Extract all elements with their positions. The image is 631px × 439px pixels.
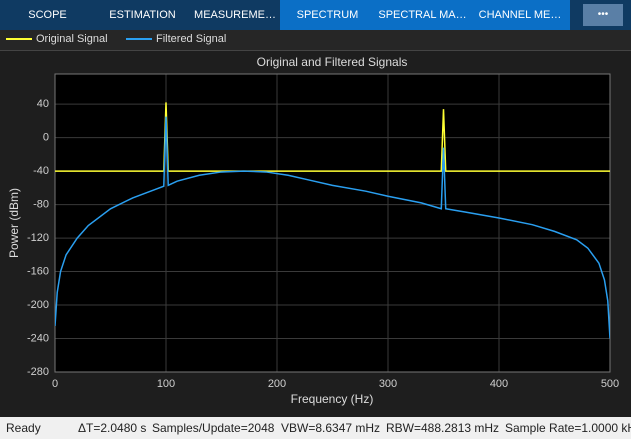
y-tick-label: 0 xyxy=(43,132,49,144)
x-tick-label: 100 xyxy=(157,378,175,390)
x-tick-label: 300 xyxy=(379,378,397,390)
status-item: Sample Rate=1.0000 kHz xyxy=(505,421,631,435)
legend-label: Filtered Signal xyxy=(156,33,227,45)
y-axis-label: Power (dBm) xyxy=(7,188,21,258)
legend-swatch xyxy=(6,38,32,40)
status-bar: Ready ΔT=2.0480 s Samples/Update=2048 VB… xyxy=(0,417,631,439)
status-item: ΔT=2.0480 s xyxy=(78,421,147,435)
chart-title: Original and Filtered Signals xyxy=(257,55,408,69)
x-tick-label: 200 xyxy=(268,378,286,390)
tab[interactable]: MEASUREME… xyxy=(194,9,276,21)
plot-border xyxy=(54,73,611,373)
tab[interactable]: SPECTRUM xyxy=(280,0,375,30)
legend-swatch xyxy=(126,38,152,40)
tab[interactable]: ESTIMATION xyxy=(109,9,176,21)
legend-item[interactable]: Filtered Signal xyxy=(126,33,226,45)
y-tick-label: -240 xyxy=(27,332,49,344)
series-line xyxy=(55,116,610,339)
x-tick-label: 500 xyxy=(601,378,619,390)
status-item: VBW=8.6347 mHz xyxy=(281,421,381,435)
y-tick-label: 40 xyxy=(37,98,49,110)
plot-area xyxy=(55,74,610,372)
y-tick-label: -200 xyxy=(27,299,49,311)
series-line xyxy=(55,102,610,172)
tab[interactable]: CHANNEL ME… xyxy=(470,0,570,30)
status-item: RBW=488.2813 mHz xyxy=(386,421,500,435)
y-tick-label: -80 xyxy=(33,198,49,210)
y-tick-label: -160 xyxy=(27,265,49,277)
legend-label: Original Signal xyxy=(36,33,108,45)
status-item: Samples/Update=2048 xyxy=(152,421,275,435)
legend: Original Signal Filtered Signal xyxy=(0,30,631,51)
y-tick-label: -120 xyxy=(27,232,49,244)
y-tick-label: -280 xyxy=(27,366,49,378)
y-tick-label: -40 xyxy=(33,165,49,177)
x-axis-label: Frequency (Hz) xyxy=(291,392,374,406)
toolbar: SCOPE ESTIMATION MEASUREME… SPECTRUM SPE… xyxy=(0,0,631,30)
x-tick-label: 400 xyxy=(490,378,508,390)
legend-item[interactable]: Original Signal xyxy=(6,33,108,45)
chart: Original and Filtered Signals Frequency … xyxy=(7,55,619,406)
more-button[interactable]: ••• xyxy=(583,4,623,26)
tab[interactable]: SPECTRAL MA… xyxy=(375,0,470,30)
tab[interactable]: SCOPE xyxy=(28,9,67,21)
status-state: Ready xyxy=(6,421,41,435)
x-tick-label: 0 xyxy=(52,378,58,390)
